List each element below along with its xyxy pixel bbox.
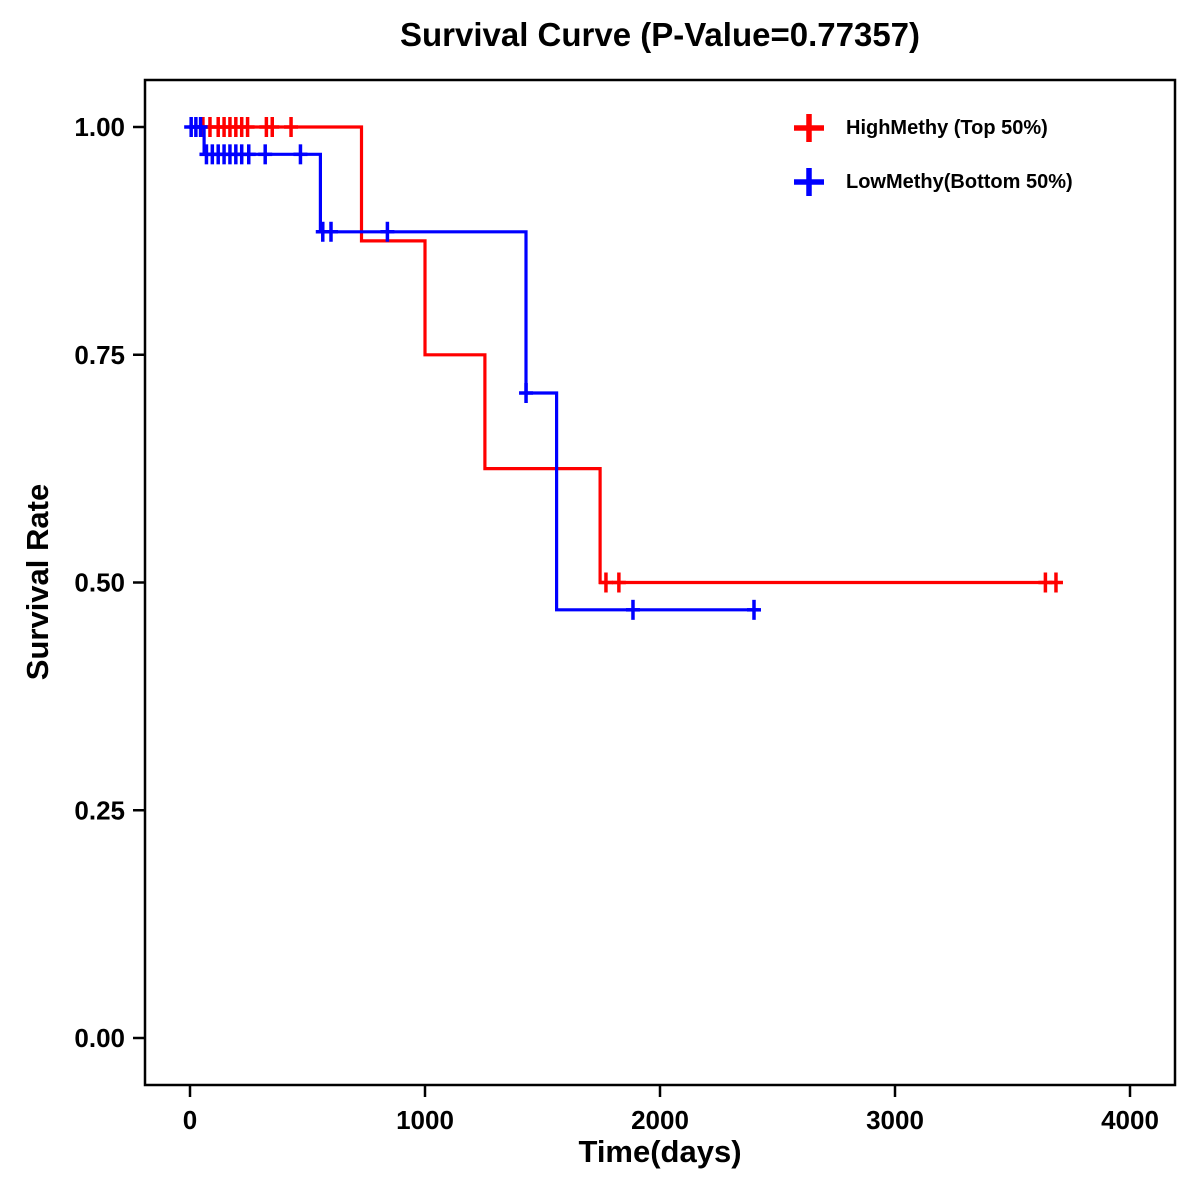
plus-marker-icon bbox=[794, 114, 824, 142]
y-tick-label: 1.00 bbox=[74, 112, 125, 142]
y-tick-label: 0.75 bbox=[74, 340, 125, 370]
x-tick-label: 3000 bbox=[866, 1105, 924, 1135]
x-axis-label: Time(days) bbox=[578, 1134, 742, 1169]
x-tick-label: 1000 bbox=[396, 1105, 454, 1135]
chart-title: Survival Curve (P-Value=0.77357) bbox=[399, 16, 921, 53]
survival-step-curve-0 bbox=[190, 125, 1056, 585]
x-tick-label: 0 bbox=[183, 1105, 197, 1135]
x-tick-label: 4000 bbox=[1101, 1105, 1159, 1135]
legend: HighMethy (Top 50%) LowMethy(Bottom 50%) bbox=[790, 108, 1073, 202]
legend-item-highmethy: HighMethy (Top 50%) bbox=[790, 108, 1073, 148]
plus-marker-icon bbox=[794, 168, 824, 196]
x-tick-label: 2000 bbox=[631, 1105, 689, 1135]
y-axis-label: Survival Rate bbox=[20, 483, 55, 681]
survival-step-curve-1 bbox=[190, 125, 759, 612]
y-tick-label: 0.25 bbox=[74, 795, 125, 825]
legend-label-highmethy: HighMethy (Top 50%) bbox=[846, 116, 1048, 139]
legend-label-lowmethy: LowMethy(Bottom 50%) bbox=[846, 170, 1073, 193]
y-tick-label: 0.50 bbox=[74, 568, 125, 598]
legend-item-lowmethy: LowMethy(Bottom 50%) bbox=[790, 162, 1073, 202]
y-tick-label: 0.00 bbox=[74, 1023, 125, 1053]
